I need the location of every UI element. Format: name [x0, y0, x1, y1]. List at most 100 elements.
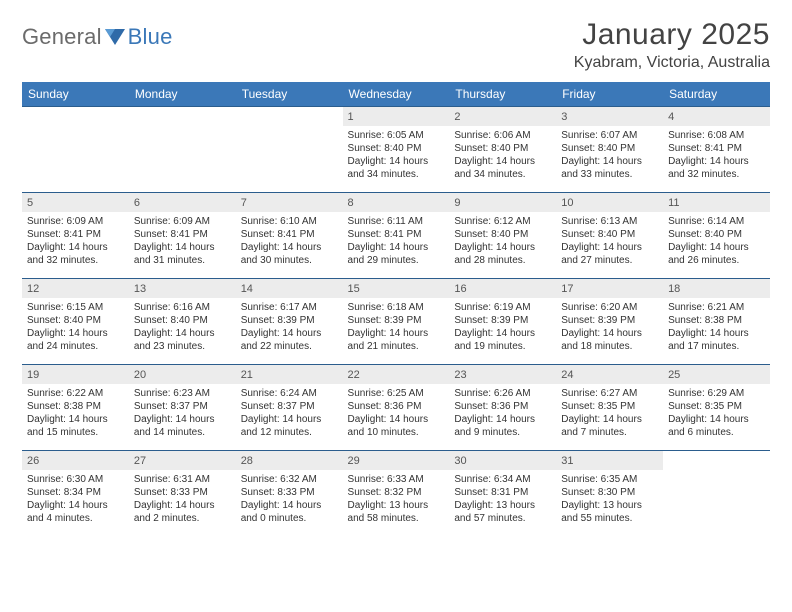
- day-header: Saturday: [663, 82, 770, 107]
- day-details: Sunrise: 6:29 AMSunset: 8:35 PMDaylight:…: [668, 387, 765, 439]
- sunrise-text: Sunrise: 6:05 AM: [348, 129, 445, 142]
- sunset-text: Sunset: 8:39 PM: [241, 314, 338, 327]
- calendar-day-cell: [22, 107, 129, 193]
- daylight-text: Daylight: 13 hours and 57 minutes.: [454, 499, 551, 525]
- sunrise-text: Sunrise: 6:22 AM: [27, 387, 124, 400]
- sunrise-text: Sunrise: 6:09 AM: [27, 215, 124, 228]
- daylight-text: Daylight: 14 hours and 30 minutes.: [241, 241, 338, 267]
- calendar-week-row: 26Sunrise: 6:30 AMSunset: 8:34 PMDayligh…: [22, 451, 770, 537]
- month-title: January 2025: [574, 18, 770, 52]
- day-details: Sunrise: 6:05 AMSunset: 8:40 PMDaylight:…: [348, 129, 445, 181]
- calendar-day-cell: 13 Sunrise: 6:16 AMSunset: 8:40 PMDayligh…: [129, 279, 236, 365]
- day-details: Sunrise: 6:23 AMSunset: 8:37 PMDaylight:…: [134, 387, 231, 439]
- day-header: Friday: [556, 82, 663, 107]
- sunset-text: Sunset: 8:36 PM: [454, 400, 551, 413]
- sunrise-text: Sunrise: 6:24 AM: [241, 387, 338, 400]
- day-number: 29: [343, 451, 450, 470]
- day-details: Sunrise: 6:10 AMSunset: 8:41 PMDaylight:…: [241, 215, 338, 267]
- sunrise-text: Sunrise: 6:31 AM: [134, 473, 231, 486]
- day-number: 13: [129, 279, 236, 298]
- calendar-week-row: 19Sunrise: 6:22 AMSunset: 8:38 PMDayligh…: [22, 365, 770, 451]
- day-details: Sunrise: 6:25 AMSunset: 8:36 PMDaylight:…: [348, 387, 445, 439]
- sunrise-text: Sunrise: 6:14 AM: [668, 215, 765, 228]
- calendar-day-cell: 2 Sunrise: 6:06 AMSunset: 8:40 PMDaylight…: [449, 107, 556, 193]
- daylight-text: Daylight: 13 hours and 55 minutes.: [561, 499, 658, 525]
- sunset-text: Sunset: 8:38 PM: [27, 400, 124, 413]
- day-number: 2: [449, 107, 556, 126]
- sunset-text: Sunset: 8:31 PM: [454, 486, 551, 499]
- sunrise-text: Sunrise: 6:18 AM: [348, 301, 445, 314]
- day-number: 10: [556, 193, 663, 212]
- sunset-text: Sunset: 8:38 PM: [668, 314, 765, 327]
- sunrise-text: Sunrise: 6:34 AM: [454, 473, 551, 486]
- day-details: Sunrise: 6:06 AMSunset: 8:40 PMDaylight:…: [454, 129, 551, 181]
- day-number: 21: [236, 365, 343, 384]
- daylight-text: Daylight: 14 hours and 22 minutes.: [241, 327, 338, 353]
- sunrise-text: Sunrise: 6:21 AM: [668, 301, 765, 314]
- day-number: 8: [343, 193, 450, 212]
- calendar-day-cell: 9Sunrise: 6:12 AMSunset: 8:40 PMDaylight…: [449, 193, 556, 279]
- day-number: 12: [22, 279, 129, 298]
- daylight-text: Daylight: 14 hours and 31 minutes.: [134, 241, 231, 267]
- calendar-day-cell: 12 Sunrise: 6:15 AMSunset: 8:40 PMDayligh…: [22, 279, 129, 365]
- daylight-text: Daylight: 13 hours and 58 minutes.: [348, 499, 445, 525]
- day-details: Sunrise: 6:15 AMSunset: 8:40 PMDaylight:…: [27, 301, 124, 353]
- daylight-text: Daylight: 14 hours and 19 minutes.: [454, 327, 551, 353]
- day-number: 14: [236, 279, 343, 298]
- calendar-day-cell: 25Sunrise: 6:29 AMSunset: 8:35 PMDayligh…: [663, 365, 770, 451]
- sunrise-text: Sunrise: 6:17 AM: [241, 301, 338, 314]
- sunrise-text: Sunrise: 6:11 AM: [348, 215, 445, 228]
- sunrise-text: Sunrise: 6:19 AM: [454, 301, 551, 314]
- calendar-day-cell: [663, 451, 770, 537]
- day-details: Sunrise: 6:32 AMSunset: 8:33 PMDaylight:…: [241, 473, 338, 525]
- day-header: Thursday: [449, 82, 556, 107]
- sunrise-text: Sunrise: 6:10 AM: [241, 215, 338, 228]
- sunset-text: Sunset: 8:40 PM: [454, 142, 551, 155]
- sunset-text: Sunset: 8:34 PM: [27, 486, 124, 499]
- day-details: Sunrise: 6:26 AMSunset: 8:36 PMDaylight:…: [454, 387, 551, 439]
- sunrise-text: Sunrise: 6:30 AM: [27, 473, 124, 486]
- calendar-week-row: 12 Sunrise: 6:15 AMSunset: 8:40 PMDayligh…: [22, 279, 770, 365]
- calendar-day-cell: 24Sunrise: 6:27 AMSunset: 8:35 PMDayligh…: [556, 365, 663, 451]
- brand-triangle-icon: [104, 28, 126, 46]
- day-number: 28: [236, 451, 343, 470]
- brand-word-general: General: [22, 24, 102, 50]
- sunrise-text: Sunrise: 6:15 AM: [27, 301, 124, 314]
- day-number: 9: [449, 193, 556, 212]
- calendar-day-cell: 3Sunrise: 6:07 AMSunset: 8:40 PMDaylight…: [556, 107, 663, 193]
- daylight-text: Daylight: 14 hours and 34 minutes.: [454, 155, 551, 181]
- sunrise-text: Sunrise: 6:16 AM: [134, 301, 231, 314]
- day-number: 27: [129, 451, 236, 470]
- calendar-day-cell: 17Sunrise: 6:20 AMSunset: 8:39 PMDayligh…: [556, 279, 663, 365]
- day-number: 31: [556, 451, 663, 470]
- day-details: Sunrise: 6:20 AMSunset: 8:39 PMDaylight:…: [561, 301, 658, 353]
- calendar-day-cell: 21Sunrise: 6:24 AMSunset: 8:37 PMDayligh…: [236, 365, 343, 451]
- sunrise-text: Sunrise: 6:32 AM: [241, 473, 338, 486]
- calendar-day-cell: 7Sunrise: 6:10 AMSunset: 8:41 PMDaylight…: [236, 193, 343, 279]
- daylight-text: Daylight: 14 hours and 4 minutes.: [27, 499, 124, 525]
- sunrise-text: Sunrise: 6:23 AM: [134, 387, 231, 400]
- day-details: Sunrise: 6:13 AMSunset: 8:40 PMDaylight:…: [561, 215, 658, 267]
- sunset-text: Sunset: 8:40 PM: [561, 142, 658, 155]
- day-number: 26: [22, 451, 129, 470]
- daylight-text: Daylight: 14 hours and 10 minutes.: [348, 413, 445, 439]
- calendar-day-cell: 16Sunrise: 6:19 AMSunset: 8:39 PMDayligh…: [449, 279, 556, 365]
- day-header-row: Sunday Monday Tuesday Wednesday Thursday…: [22, 82, 770, 107]
- day-details: Sunrise: 6:14 AMSunset: 8:40 PMDaylight:…: [668, 215, 765, 267]
- sunset-text: Sunset: 8:41 PM: [27, 228, 124, 241]
- sunrise-text: Sunrise: 6:25 AM: [348, 387, 445, 400]
- daylight-text: Daylight: 14 hours and 9 minutes.: [454, 413, 551, 439]
- sunset-text: Sunset: 8:35 PM: [668, 400, 765, 413]
- sunset-text: Sunset: 8:39 PM: [561, 314, 658, 327]
- day-number: 5: [22, 193, 129, 212]
- day-details: Sunrise: 6:27 AMSunset: 8:35 PMDaylight:…: [561, 387, 658, 439]
- brand-word-blue: Blue: [128, 24, 173, 50]
- calendar-day-cell: 30Sunrise: 6:34 AMSunset: 8:31 PMDayligh…: [449, 451, 556, 537]
- calendar-week-row: 1Sunrise: 6:05 AMSunset: 8:40 PMDaylight…: [22, 107, 770, 193]
- day-details: Sunrise: 6:30 AMSunset: 8:34 PMDaylight:…: [27, 473, 124, 525]
- day-details: Sunrise: 6:16 AMSunset: 8:40 PMDaylight:…: [134, 301, 231, 353]
- brand-logo: General Blue: [22, 24, 173, 50]
- sunset-text: Sunset: 8:36 PM: [348, 400, 445, 413]
- sunset-text: Sunset: 8:39 PM: [454, 314, 551, 327]
- daylight-text: Daylight: 14 hours and 21 minutes.: [348, 327, 445, 353]
